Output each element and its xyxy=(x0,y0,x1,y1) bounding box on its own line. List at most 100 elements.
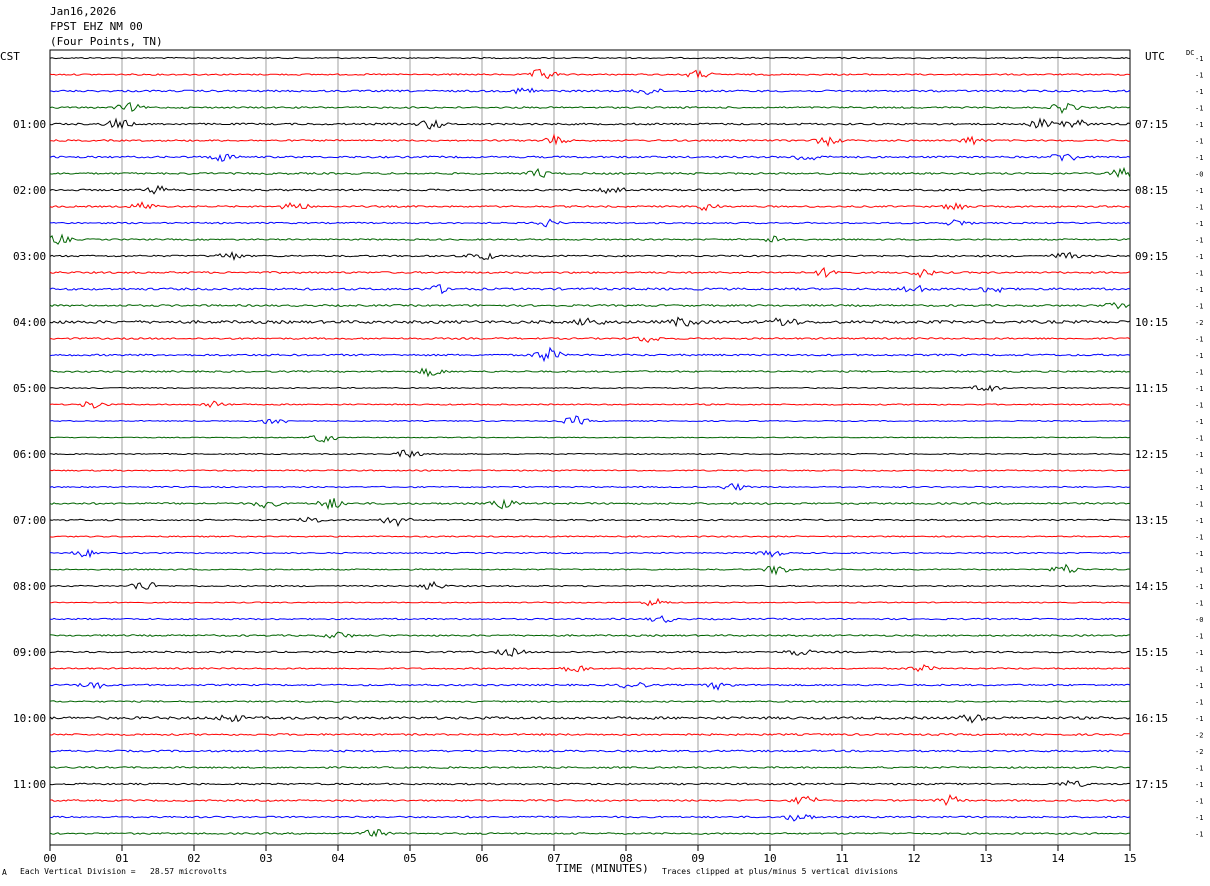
dc-offset-value: -1 xyxy=(1195,567,1203,575)
dc-offset-value: -1 xyxy=(1195,435,1203,443)
right-timezone-label: UTC xyxy=(1145,50,1165,63)
dc-offset-value: -1 xyxy=(1195,418,1203,426)
station-code: FPST EHZ NM 00 xyxy=(50,20,143,33)
dc-offset-value: -1 xyxy=(1195,765,1203,773)
trace-row xyxy=(49,384,1131,393)
x-tick-label: 12 xyxy=(907,852,920,865)
x-tick-label: 06 xyxy=(475,852,488,865)
dc-offset-value: -0 xyxy=(1195,616,1203,624)
utc-time-label: 14:15 xyxy=(1135,580,1168,593)
utc-time-label: 11:15 xyxy=(1135,382,1168,395)
corner-mark: A xyxy=(2,868,7,877)
dc-offset-value: -1 xyxy=(1195,154,1203,162)
x-axis-title: TIME (MINUTES) xyxy=(556,862,649,875)
trace-row xyxy=(49,714,1131,724)
dc-offset-value: -1 xyxy=(1195,286,1203,294)
dc-offset-value: -1 xyxy=(1195,352,1203,360)
cst-hour-label: 07:00 xyxy=(13,514,46,527)
utc-time-label: 08:15 xyxy=(1135,184,1168,197)
trace-row xyxy=(49,251,1131,261)
trace-row xyxy=(49,415,1131,425)
trace-row xyxy=(49,166,1131,179)
trace-row xyxy=(49,829,1131,838)
cst-hour-label: 05:00 xyxy=(13,382,46,395)
x-tick-label: 03 xyxy=(259,852,272,865)
cst-hour-label: 04:00 xyxy=(13,316,46,329)
dc-offset-value: -1 xyxy=(1195,468,1203,476)
utc-time-label: 16:15 xyxy=(1135,712,1168,725)
dc-offset-value: -1 xyxy=(1195,55,1203,63)
trace-row xyxy=(49,548,1131,559)
x-tick-label: 01 xyxy=(115,852,128,865)
trace-row xyxy=(49,647,1131,658)
trace-row xyxy=(49,482,1131,491)
x-tick-label: 10 xyxy=(763,852,776,865)
cst-hour-label: 01:00 xyxy=(13,118,46,131)
trace-row xyxy=(49,449,1131,459)
dc-offset-value: -1 xyxy=(1195,121,1203,129)
trace-row xyxy=(49,435,1131,443)
clip-note: Traces clipped at plus/minus 5 vertical … xyxy=(662,867,899,876)
dc-offset-value: -1 xyxy=(1195,220,1203,228)
x-tick-label: 08 xyxy=(619,852,632,865)
trace-row xyxy=(49,664,1131,673)
trace-row xyxy=(49,681,1131,691)
x-tick-label: 15 xyxy=(1123,852,1136,865)
x-tick-label: 05 xyxy=(403,852,416,865)
dc-offset-value: -1 xyxy=(1195,501,1203,509)
x-tick-label: 09 xyxy=(691,852,704,865)
cst-hour-label: 08:00 xyxy=(13,580,46,593)
trace-row xyxy=(49,68,1131,80)
dc-offset-value: -1 xyxy=(1195,583,1203,591)
utc-time-label: 15:15 xyxy=(1135,646,1168,659)
dc-offset-value: -1 xyxy=(1195,187,1203,195)
trace-row xyxy=(49,535,1131,538)
trace-row xyxy=(49,184,1131,195)
x-tick-label: 13 xyxy=(979,852,992,865)
trace-row xyxy=(49,766,1131,769)
dc-offset-value: -1 xyxy=(1195,72,1203,80)
dc-offset-value: -1 xyxy=(1195,138,1203,146)
cst-hour-label: 11:00 xyxy=(13,778,46,791)
dc-offset-value: -1 xyxy=(1195,336,1203,344)
cst-hour-label: 02:00 xyxy=(13,184,46,197)
trace-row xyxy=(49,516,1131,528)
trace-row xyxy=(49,117,1131,130)
dc-offset-value: -1 xyxy=(1195,633,1203,641)
dc-offset-value: -1 xyxy=(1195,402,1203,410)
utc-time-label: 12:15 xyxy=(1135,448,1168,461)
trace-row xyxy=(49,101,1131,115)
dc-offset-value: -1 xyxy=(1195,270,1203,278)
trace-row xyxy=(49,336,1131,344)
dc-column-label: DC xyxy=(1186,49,1195,57)
trace-row xyxy=(49,779,1131,788)
utc-time-label: 13:15 xyxy=(1135,514,1168,527)
station-location: (Four Points, TN) xyxy=(50,35,163,48)
scale-note: Each Vertical Division = 28.57 microvolt… xyxy=(20,867,228,876)
trace-row xyxy=(49,316,1131,328)
dc-offset-value: -1 xyxy=(1195,517,1203,525)
x-tick-label: 02 xyxy=(187,852,200,865)
trace-row xyxy=(49,133,1131,148)
dc-offset-value: -1 xyxy=(1195,303,1203,311)
dc-offset-value: -2 xyxy=(1195,732,1203,740)
trace-row xyxy=(49,201,1130,212)
trace-row xyxy=(49,814,1131,822)
dc-offset-value: -1 xyxy=(1195,237,1203,245)
dc-offset-value: -1 xyxy=(1195,699,1203,707)
dc-offset-value: -1 xyxy=(1195,385,1203,393)
trace-row xyxy=(49,631,1131,639)
trace-row xyxy=(49,367,1131,378)
dc-offset-value: -2 xyxy=(1195,319,1203,327)
dc-offset-value: -1 xyxy=(1195,550,1203,558)
cst-hour-label: 09:00 xyxy=(13,646,46,659)
dc-offset-value: -1 xyxy=(1195,534,1203,542)
trace-row xyxy=(49,87,1131,95)
x-tick-label: 07 xyxy=(547,852,560,865)
cst-hour-label: 03:00 xyxy=(13,250,46,263)
dc-offset-value: -1 xyxy=(1195,105,1203,113)
trace-row xyxy=(49,563,1131,576)
x-tick-label: 00 xyxy=(43,852,56,865)
dc-offset-value: -1 xyxy=(1195,253,1203,261)
